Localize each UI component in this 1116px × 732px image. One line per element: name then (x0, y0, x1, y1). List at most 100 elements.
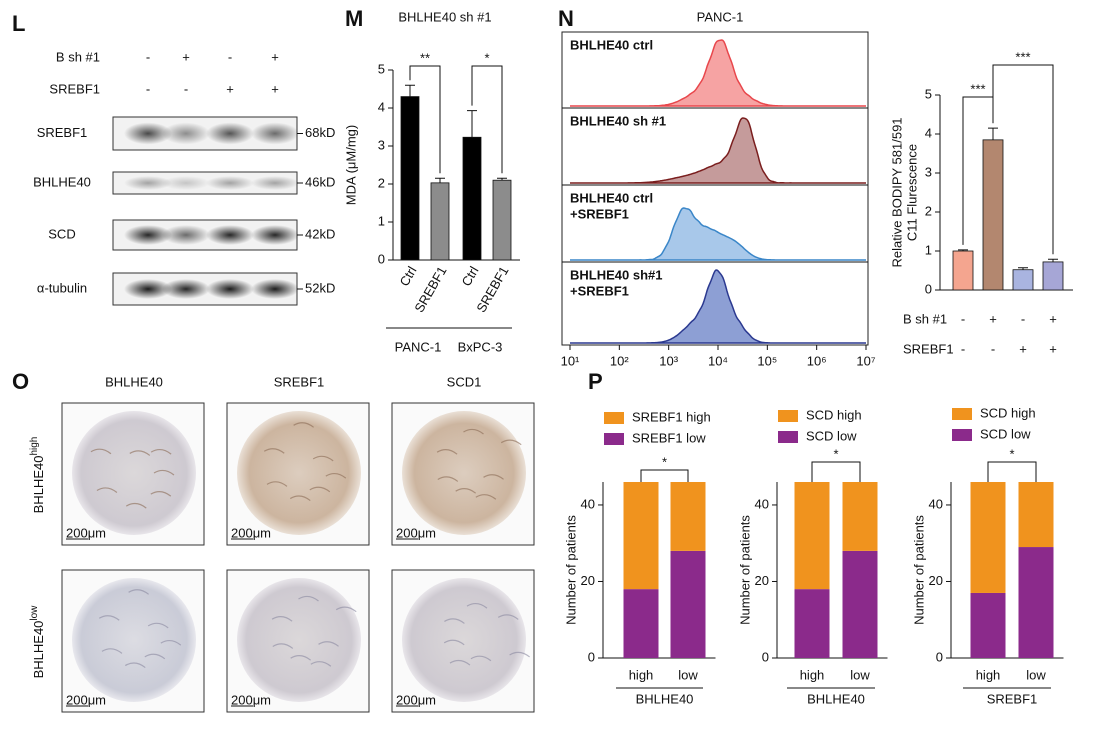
x-tick-label: low (1026, 667, 1046, 682)
band-size: 68kD (305, 125, 335, 140)
bar (400, 96, 420, 261)
bar-segment (842, 550, 878, 658)
track-name: BHLHE40 sh #1 (570, 113, 666, 128)
bar-segment (1018, 547, 1054, 658)
ihc-texture (263, 448, 285, 454)
bar-segment (794, 482, 830, 590)
significance-bracket (987, 461, 1037, 482)
ihc-tissue (237, 578, 361, 702)
ihc-texture (309, 486, 331, 493)
y-tick-label: 2 (925, 203, 932, 218)
row-label-base: BHLHE40 (31, 621, 46, 679)
y-tick-label: 0 (378, 251, 385, 266)
bar (952, 250, 974, 291)
band-size: 42kD (305, 226, 335, 241)
y-tick-label: 20 (929, 573, 943, 588)
ihc-texture (509, 651, 530, 658)
error-bar (958, 249, 968, 251)
ihc-texture (160, 640, 182, 646)
ihc-texture (129, 450, 151, 456)
condition-sign: + (1049, 311, 1057, 326)
significance-label: *** (970, 81, 985, 96)
significance-bracket (409, 65, 441, 174)
scale-bar-label: 200μm (66, 525, 106, 540)
legend-swatch (952, 408, 972, 420)
significance-label: * (662, 454, 667, 469)
flow-frame (561, 31, 869, 346)
blot-band (162, 225, 210, 245)
significance-label: * (484, 50, 489, 65)
x-tick-label: 10⁴ (708, 353, 728, 368)
ihc-texture (124, 662, 146, 669)
bar-segment (623, 589, 659, 658)
significance-bracket (640, 469, 689, 482)
blot-band (206, 122, 254, 145)
bar (1012, 269, 1034, 291)
y-tick-label: 0 (588, 649, 595, 664)
x-tick-label: high (629, 667, 654, 682)
ihc-texture (470, 655, 492, 662)
ihc-texture (101, 648, 123, 654)
y-tick-label: 40 (581, 496, 595, 511)
band-size: 46kD (305, 174, 335, 189)
bar-segment (970, 482, 1006, 593)
bar (462, 136, 482, 261)
significance-bracket (471, 65, 503, 174)
scale-bar-label: 200μm (231, 692, 271, 707)
blot-band (124, 122, 172, 145)
scale-bar-label: 200μm (396, 692, 436, 707)
row-label-sup: low (29, 605, 40, 621)
blot-band (251, 176, 299, 190)
row-label: BHLHE40high (29, 437, 47, 514)
condition-sign: - (1021, 311, 1025, 326)
ihc-texture (293, 422, 314, 428)
bar-segment (970, 592, 1006, 658)
bar (430, 182, 450, 261)
ihc-texture (483, 474, 504, 480)
y-tick-label: 5 (378, 61, 385, 76)
condition-sign: - (146, 81, 150, 96)
ihc-texture (463, 428, 484, 435)
band-name: BHLHE40 (33, 174, 91, 189)
y-tick-label: 2 (378, 175, 385, 190)
error-bar (497, 177, 507, 181)
significance-label: * (1009, 446, 1014, 461)
ihc-texture (444, 618, 465, 624)
legend-swatch (952, 429, 972, 441)
y-tick-label: 0 (936, 649, 943, 664)
y-tick-label: 20 (581, 573, 595, 588)
blot-band (251, 225, 299, 245)
condition-sign: - (228, 49, 232, 64)
row-label-sup: high (29, 437, 40, 456)
ihc-texture (98, 615, 120, 621)
scale-bar-label: 200μm (396, 525, 436, 540)
condition-sign: - (184, 81, 188, 96)
y-tick-label: 3 (378, 137, 385, 152)
y-tick-label: 3 (925, 164, 932, 179)
ihc-texture (455, 488, 477, 494)
x-tick-label: low (850, 667, 870, 682)
band-name: SCD (48, 226, 75, 241)
blot-band (124, 176, 172, 190)
ihc-texture (310, 661, 332, 667)
significance-label: *** (1015, 49, 1030, 64)
x-tick-label: 10⁵ (757, 353, 777, 368)
x-tick-label: high (976, 667, 1001, 682)
condition-name: B sh #1 (56, 49, 100, 64)
ihc-texture (449, 659, 471, 666)
ihc-texture (437, 476, 459, 482)
bar-segment (670, 550, 706, 658)
condition-sign: - (961, 311, 965, 326)
x-tick-label: 10² (610, 353, 629, 368)
bar-segment (794, 589, 830, 658)
ihc-texture (96, 487, 118, 493)
x-axis-label: SREBF1 (987, 691, 1038, 706)
y-tick-label: 40 (755, 496, 769, 511)
flow-histogram (570, 207, 866, 261)
significance-bracket (811, 461, 861, 482)
legend-label: SREBF1 high (632, 409, 711, 424)
ihc-texture (147, 622, 169, 629)
ihc-texture (298, 595, 319, 602)
track-name: BHLHE40 ctrl (570, 190, 653, 205)
panel-label: N (558, 6, 574, 31)
